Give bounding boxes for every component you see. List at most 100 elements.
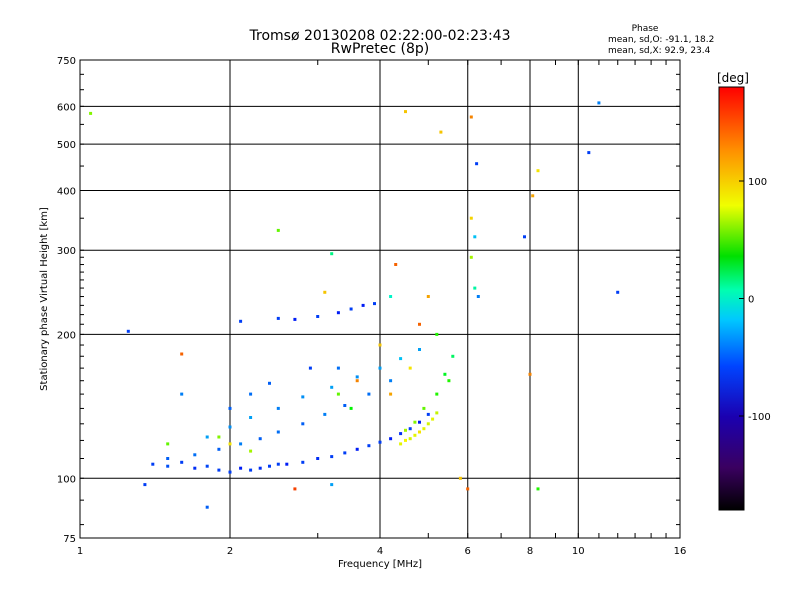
data-point [316,315,320,318]
data-point [301,422,305,426]
data-point [473,286,477,290]
data-point [126,329,130,333]
data-point [330,483,334,487]
data-point [276,228,280,232]
data-point [343,404,347,407]
data-point [166,442,170,446]
data-point [316,457,320,460]
chart-title: Tromsø 20130208 02:22:00-02:23:43 [249,28,511,44]
y-tick-label: 600 [57,102,76,113]
data-point [469,115,473,119]
data-point [193,453,197,457]
data-point [276,406,280,410]
data-point [249,449,253,453]
data-point [431,417,435,421]
data-point [418,420,421,424]
data-point [276,316,280,320]
data-point [408,366,412,370]
data-point [475,162,479,166]
data-point [473,235,477,239]
data-point [413,420,417,424]
data-point [469,255,473,259]
data-point [205,435,209,439]
data-point [239,466,243,470]
data-point [323,412,327,416]
data-point [239,319,243,323]
data-point [268,464,271,468]
data-point [367,392,371,396]
y-tick-label: 400 [57,186,76,197]
y-tick-label: 200 [57,330,76,341]
data-point [426,412,430,416]
x-axis-label: Frequency [MHz] [338,559,422,570]
data-point [180,392,184,396]
data-point [435,411,439,415]
data-point [217,468,221,472]
x-axis-ticks: 1 2 4 6 8 10 16 [77,60,686,557]
data-point [323,290,327,294]
data-point [404,428,407,432]
y-tick-label: 75 [63,534,76,545]
data-point [426,295,430,298]
data-point [330,455,334,459]
data-point [293,487,297,491]
data-point [458,476,462,480]
data-point [413,433,417,437]
x-tick-label: 6 [465,546,471,557]
colorbar-ticks: 100 0 -100 [739,177,771,423]
data-point [418,430,421,434]
data-point [258,437,262,441]
data-point [426,422,430,426]
data-point [285,462,289,466]
data-point [336,366,340,370]
data-point [587,151,591,155]
data-point [476,295,480,298]
data-point [301,395,305,399]
data-point [89,111,93,115]
data-point [349,307,353,311]
data-point [528,372,532,376]
data-point [166,457,170,460]
data-point [330,385,334,389]
data-point [616,290,620,294]
data-point [205,505,209,509]
y-tick-label: 300 [57,246,76,257]
data-point [355,375,359,379]
data-point [355,447,359,451]
data-point [435,332,439,336]
data-point [228,442,232,446]
data-point [404,438,407,442]
data-point [597,101,601,105]
data-point [422,427,426,431]
data-point [418,322,421,326]
data-point [378,343,382,347]
data-point [389,392,393,396]
data-point [180,460,184,464]
data-point [443,372,447,376]
data-point [336,311,340,315]
x-tick-label: 2 [227,546,233,557]
data-point [451,354,455,358]
phase-heading: Phase [632,24,659,34]
data-point [143,483,147,487]
data-point [418,348,421,351]
colorbar-tick-label: -100 [748,412,771,423]
data-point [293,317,297,321]
y-axis-ticks: 75 100 200 300 400 500 600 750 [57,56,680,545]
data-point [336,392,340,396]
x-tick-label: 4 [377,546,383,557]
data-point [404,110,407,114]
data-point [447,379,451,383]
data-point [469,216,473,220]
data-point [330,252,334,256]
data-point [435,392,439,396]
data-point [228,470,232,474]
y-tick-label: 750 [57,56,76,67]
phase-stats-o: mean, sd,O: -91.1, 18.2 [608,35,714,45]
data-point [531,194,535,198]
data-point [361,303,365,307]
grid-lines [80,60,680,538]
data-point [249,416,253,419]
x-tick-label: 10 [572,546,585,557]
